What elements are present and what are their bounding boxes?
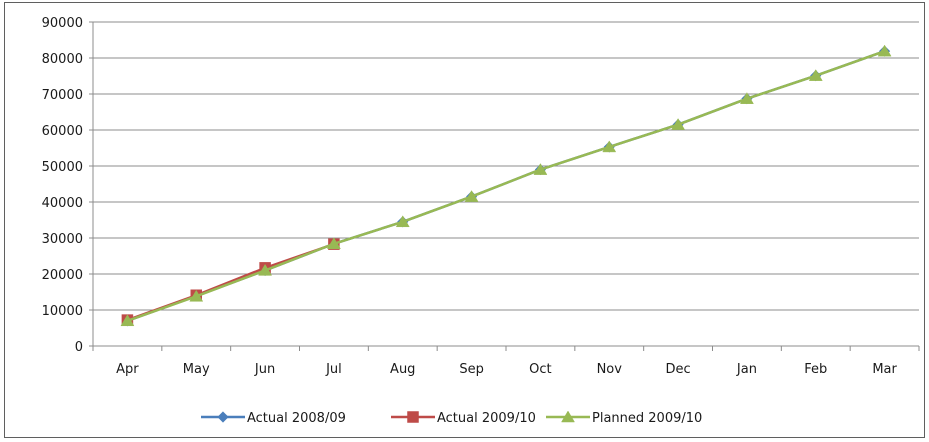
legend-marker: [407, 411, 419, 423]
y-tick-label: 80000: [42, 52, 83, 67]
x-tick-label: Nov: [597, 362, 623, 377]
y-tick-label: 50000: [42, 160, 83, 175]
legend-label: Actual 2009/10: [437, 411, 536, 426]
y-tick-label: 40000: [42, 196, 83, 211]
data-point: [739, 92, 754, 104]
x-tick-label: Aug: [390, 362, 415, 377]
data-point: [258, 263, 273, 276]
y-tick-label: 10000: [42, 304, 83, 319]
series-planned-2009-10: [120, 44, 892, 327]
x-tick-label: Jun: [254, 362, 275, 377]
series-group: [120, 44, 892, 327]
data-point: [602, 140, 617, 153]
x-tick-label: Mar: [872, 362, 897, 377]
data-point: [120, 314, 135, 327]
data-point: [877, 44, 892, 57]
data-point: [533, 163, 548, 175]
y-tick-label: 20000: [42, 268, 83, 283]
series-line: [126, 49, 886, 322]
y-axis: 0 10000 20000 30000 40000 50000 60000 70000 8000…: [42, 16, 94, 355]
y-tick-label: 60000: [42, 124, 83, 139]
series-actual-2008-09: [121, 45, 891, 327]
x-tick-label: May: [183, 362, 210, 377]
y-tick-label: 90000: [42, 16, 83, 31]
x-tick-label: Apr: [116, 362, 139, 377]
chart-frame: 0 10000 20000 30000 40000 50000 60000 70000 8000…: [4, 2, 925, 438]
data-point: [808, 69, 823, 81]
y-tick-label: 70000: [42, 88, 83, 103]
x-tick-label: Sep: [459, 362, 484, 377]
x-axis: Apr May Jun Jul Aug Sep Oct Nov Dec Jan Feb Mar: [92, 345, 920, 377]
y-tick-label: 0: [75, 340, 83, 355]
data-point: [671, 118, 686, 130]
line-chart: 0 10000 20000 30000 40000 50000 60000 70000 8000…: [42, 16, 920, 426]
legend-label: Actual 2008/09: [247, 411, 346, 426]
x-tick-label: Jul: [325, 362, 342, 377]
legend-entry: Planned 2009/10: [546, 410, 702, 426]
x-tick-label: Feb: [804, 362, 827, 377]
legend: Actual 2008/09 Actual 2009/10 Planned 2009…: [201, 410, 702, 426]
gridlines: [93, 21, 919, 311]
data-point: [464, 190, 479, 202]
legend-marker: [561, 410, 575, 423]
x-tick-label: Dec: [666, 362, 691, 377]
data-point: [189, 289, 204, 302]
x-tick-label: Oct: [529, 362, 551, 377]
y-tick-label: 30000: [42, 232, 83, 247]
x-tick-label: Jan: [736, 362, 757, 377]
legend-label: Planned 2009/10: [592, 411, 702, 426]
data-point: [395, 215, 410, 228]
data-point: [326, 237, 341, 250]
legend-entry: Actual 2008/09: [201, 411, 346, 426]
legend-marker: [217, 411, 229, 423]
legend-entry: Actual 2009/10: [391, 411, 536, 426]
